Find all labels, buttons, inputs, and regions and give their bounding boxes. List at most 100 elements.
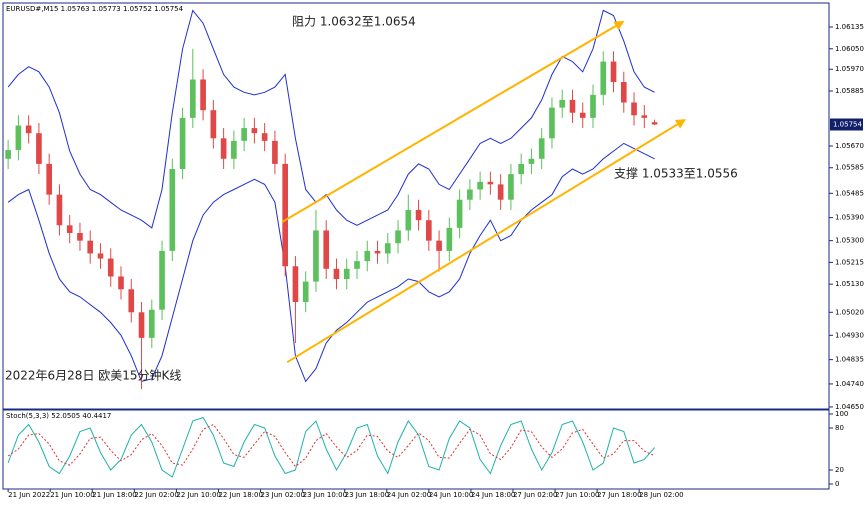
- y-tick-label: 20: [835, 466, 844, 474]
- price-plot: [5, 9, 687, 390]
- x-tick-label: 23 Jun 02:00: [261, 491, 305, 499]
- candle-body: [220, 138, 227, 159]
- y-tick-label: 0: [835, 480, 839, 488]
- price-panel: [2, 2, 830, 410]
- candle-body: [179, 117, 186, 170]
- candle-body: [456, 199, 463, 228]
- axes: 1.06135 1.06050 1.05970 1.05885 1.05670 1.055…: [7, 23, 864, 499]
- candle-body: [559, 99, 566, 108]
- y-tick-label: 1.04650: [835, 403, 864, 411]
- trend-line: [286, 119, 687, 364]
- candle-body: [415, 209, 422, 221]
- y-tick-label: 1.05130: [835, 280, 864, 288]
- y-tick-label: 1.05585: [835, 164, 864, 172]
- stoch-plot: [7, 416, 655, 478]
- candle-body: [446, 227, 453, 251]
- band-line: [7, 9, 655, 229]
- trend-line: [281, 20, 625, 223]
- annotation: 阻力 1.0632至1.0654: [292, 15, 416, 29]
- y-tick-label: 1.06135: [835, 23, 864, 31]
- candle-body: [36, 133, 42, 164]
- y-tick-label: 1.04740: [835, 380, 864, 388]
- candle-body: [549, 107, 555, 139]
- candle-body: [518, 163, 524, 175]
- stoch-line: [7, 416, 655, 478]
- candle-body: [251, 128, 258, 134]
- candle-body: [261, 133, 268, 141]
- y-tick-label: 100: [835, 410, 848, 418]
- candle-body: [313, 230, 319, 282]
- x-tick-label: 24 Jun 02:00: [387, 491, 431, 499]
- candle-body: [641, 115, 648, 118]
- x-tick-label: 27 Jun 10:00: [555, 491, 599, 499]
- x-tick-label: 23 Jun 10:00: [303, 491, 347, 499]
- candle-body: [15, 125, 22, 151]
- x-tick-label: 22 Jun 10:00: [176, 491, 220, 499]
- price-label-box: [830, 118, 863, 131]
- x-tick-label: 24 Jun 18:00: [471, 491, 515, 499]
- candle-body: [56, 194, 63, 226]
- candle-body: [631, 102, 637, 116]
- candle-body: [77, 232, 83, 241]
- y-tick-label: 1.05885: [835, 87, 864, 95]
- header: EURUSD#,M15 1.05763 1.05773 1.05752 1.05…: [6, 5, 184, 13]
- x-tick-label: 27 Jun 18:00: [597, 491, 641, 499]
- price-label: 1.05754: [833, 121, 862, 129]
- candle-body: [405, 209, 412, 231]
- y-tick-label: 1.05300: [835, 237, 864, 245]
- x-tick-label: 22 Jun 18:00: [218, 491, 262, 499]
- y-tick-label: 80: [835, 424, 844, 432]
- candle-body: [272, 140, 278, 164]
- candle-body: [467, 189, 473, 200]
- candle-body: [497, 184, 504, 200]
- candle-body: [600, 61, 607, 95]
- candle-body: [579, 112, 586, 118]
- y-tick-label: 1.04835: [835, 356, 864, 364]
- y-tick-label: 1.05485: [835, 189, 864, 197]
- candle-body: [323, 230, 330, 269]
- candle-body: [538, 138, 545, 159]
- x-tick-label: 24 Jun 10:00: [429, 491, 473, 499]
- y-tick-label: 1.05390: [835, 214, 864, 222]
- annotation: 2022年6月28日 欧美15分钟K线: [5, 368, 181, 383]
- candle-body: [333, 268, 340, 280]
- candle-body: [374, 250, 381, 254]
- candle-body: [384, 243, 391, 254]
- candle-body: [426, 220, 432, 241]
- candle-body: [436, 240, 442, 251]
- candle-body: [620, 82, 627, 103]
- candle-body: [282, 163, 288, 267]
- candle-body: [107, 258, 114, 277]
- stoch-label: Stoch(5,3,3) 52.0505 40.4417: [6, 412, 111, 420]
- candle-body: [138, 312, 145, 338]
- candle-body: [610, 61, 617, 83]
- x-tick-label: 22 Jun 02:00: [134, 491, 178, 499]
- candle-body: [354, 261, 360, 269]
- candle-body: [190, 79, 196, 118]
- candle-body: [364, 250, 371, 262]
- x-tick-label: 23 Jun 18:00: [345, 491, 389, 499]
- candle-body: [87, 240, 94, 254]
- x-tick-label: 21 Jun 2022: [8, 491, 50, 499]
- annotation: 支撑 1.0533至1.0556: [614, 166, 738, 181]
- candle-body: [590, 94, 596, 118]
- y-tick-label: 1.05970: [835, 65, 864, 73]
- candle-body: [508, 174, 514, 200]
- y-tick-label: 1.05670: [835, 142, 864, 150]
- stoch-panel: [2, 409, 830, 490]
- candle-body: [343, 268, 350, 280]
- x-tick-label: 21 Jun 18:00: [92, 491, 136, 499]
- y-tick-label: 1.05215: [835, 258, 864, 266]
- candle-body: [25, 125, 32, 134]
- candle-body: [477, 181, 483, 190]
- candle-body: [46, 163, 52, 195]
- candle-body: [302, 281, 309, 303]
- stoch-line: [7, 423, 655, 468]
- candle-body: [66, 225, 73, 233]
- candle-body: [487, 181, 494, 185]
- y-tick-label: 1.06050: [835, 45, 864, 53]
- candle-body: [528, 158, 535, 164]
- band-line: [7, 142, 655, 383]
